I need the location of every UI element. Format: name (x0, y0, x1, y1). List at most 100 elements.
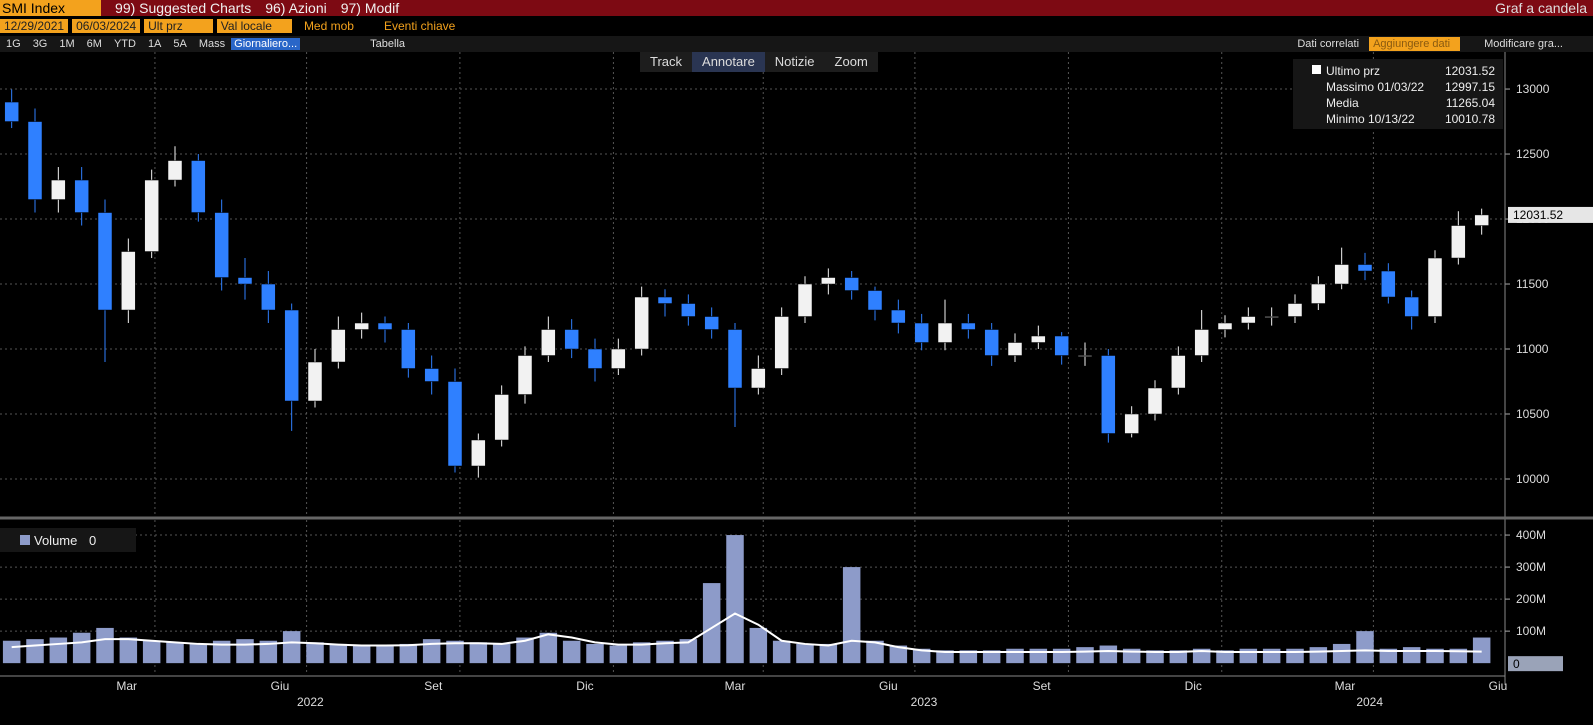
x-tick-label: Dic (1185, 679, 1202, 693)
candle-body (611, 348, 626, 369)
candle-body (657, 296, 673, 304)
volume-bar (912, 648, 931, 664)
candle-body (937, 322, 953, 343)
menu[interactable]: 99) Suggested Charts (115, 0, 252, 16)
candle-body (1451, 225, 1466, 259)
add-data[interactable]: Aggiungere dati (1369, 37, 1461, 51)
x-tick-label: Mar (116, 679, 137, 693)
candle-body (1031, 335, 1046, 343)
candle-body (961, 322, 976, 330)
legend-value: 12031.52 (1445, 64, 1495, 78)
key-events[interactable]: Eventi chiave (383, 19, 456, 33)
candle-body (261, 283, 276, 311)
legend-swatch (1312, 65, 1321, 74)
volume-bar (982, 650, 1001, 664)
candle-body (564, 329, 579, 350)
volume-bar (166, 642, 184, 664)
volume-bar (1239, 648, 1258, 664)
x-tick-label: Set (1033, 679, 1052, 693)
period-button[interactable]: 1M (59, 38, 75, 50)
volume-bar (1192, 648, 1211, 664)
volume-bar (842, 567, 861, 664)
volume-bar (936, 650, 954, 664)
candle-body (751, 368, 766, 389)
start-date[interactable]: 12/29/2021 (0, 19, 69, 33)
volume-bar (1472, 637, 1491, 664)
candle-body (121, 251, 136, 311)
menu[interactable]: 96) Azioni (265, 0, 327, 16)
candle-body (4, 101, 19, 122)
period-button[interactable]: 6M (86, 38, 102, 50)
menu[interactable]: 97) Modif (340, 0, 400, 16)
tool[interactable]: Notizie (774, 54, 815, 69)
edit-button[interactable]: Modificare gra... (1484, 38, 1563, 50)
legend-swatch (20, 535, 30, 545)
end-date[interactable]: 06/03/2024 (72, 19, 141, 33)
x-tick-label: Dic (576, 679, 593, 693)
volume-bar (1262, 648, 1281, 664)
volume-bar (772, 640, 791, 664)
volume-bar (376, 645, 394, 664)
candle-body (587, 348, 603, 369)
x-tick-label: Giu (1489, 679, 1508, 693)
candle-body (471, 439, 486, 467)
volume-bar (656, 640, 674, 664)
candle-body (1217, 322, 1233, 330)
volume-bar (212, 640, 231, 664)
tool[interactable]: Annotare (692, 52, 765, 72)
y-tick-label: 13000 (1516, 82, 1550, 96)
year-label: 2022 (297, 695, 324, 709)
candle-body (51, 179, 66, 200)
tool[interactable]: Track (650, 54, 683, 69)
candle-body (774, 316, 789, 369)
volume-bar (119, 637, 138, 664)
volume-bar (492, 643, 511, 664)
period-button[interactable]: 1A (147, 38, 162, 50)
candle-body (1287, 303, 1303, 317)
candle-body (727, 329, 743, 389)
candle-body (704, 316, 719, 330)
tool[interactable]: Zoom (834, 54, 868, 69)
candle-body (1054, 335, 1069, 356)
chart-type[interactable]: Graf a candela (1495, 0, 1587, 16)
currency[interactable]: Val locale (216, 19, 292, 33)
volume-bar (1076, 647, 1094, 664)
volume-bar (889, 645, 908, 664)
related-button[interactable]: Dati correlati (1297, 38, 1360, 50)
candle-body (214, 212, 229, 278)
y-tick-label: 11500 (1516, 277, 1549, 291)
volume-bar (1332, 643, 1351, 664)
candle-body (517, 355, 533, 395)
controls-bar: 12/29/2021 06/03/2024 Ult prz Val locale… (0, 16, 1593, 36)
period-button[interactable]: Mass (198, 38, 226, 50)
frequency[interactable]: Giornaliero... (231, 38, 301, 50)
volume-bar (142, 640, 161, 664)
period-button[interactable]: 5A (173, 38, 187, 50)
tools: Track Annotare Notizie Zoom (640, 52, 878, 72)
period-button[interactable]: 3G (32, 38, 48, 50)
moving-avg[interactable]: Med mob (303, 19, 354, 33)
legend-label: Massimo 01/03/22 (1326, 80, 1424, 94)
price-field[interactable]: Ult prz (144, 19, 213, 33)
volume-bar (399, 643, 418, 664)
period-button[interactable]: YTD (113, 38, 136, 50)
volume-last-label: 0 (1513, 657, 1520, 671)
period-button[interactable]: 1G (6, 38, 21, 50)
candle-body (1147, 387, 1163, 415)
volume-bar (469, 642, 488, 664)
candle-body (1007, 342, 1023, 356)
table-button[interactable]: Tabella (370, 38, 405, 50)
volume-bar (189, 643, 208, 664)
volume-ma (11, 612, 1482, 653)
year-label: 2024 (1356, 695, 1383, 709)
candle-body (401, 329, 416, 369)
y-tick-label: 400M (1516, 528, 1546, 542)
candle-body (1171, 355, 1186, 389)
volume-bar (866, 640, 884, 664)
volume-bar (96, 627, 114, 664)
volume-bar (562, 640, 581, 664)
volume-bar (1379, 648, 1398, 664)
volume-bar (516, 637, 534, 664)
ticker[interactable]: SMI Index (0, 0, 102, 16)
candle-body (331, 329, 346, 363)
